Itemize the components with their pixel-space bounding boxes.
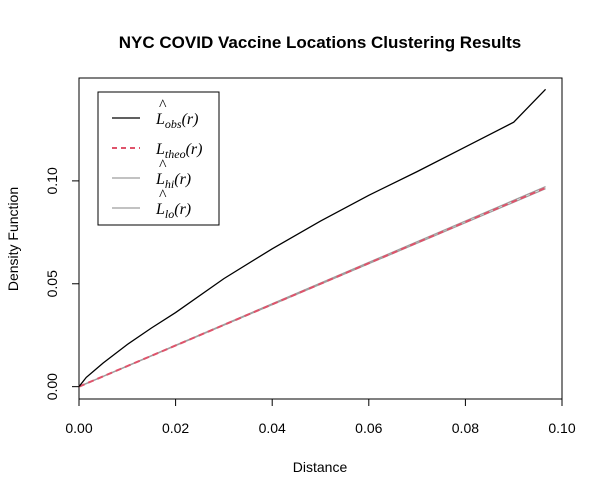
legend: Lobs(r)^Ltheo(r)Lhi(r)^Llo(r)^ — [97, 91, 220, 226]
y-tick-label: 0.10 — [44, 167, 60, 194]
x-axis: 0.00 0.02 0.04 0.06 0.08 0.10 — [65, 398, 576, 436]
y-axis-label: Density Function — [5, 187, 21, 291]
x-tick-label: 0.06 — [355, 420, 382, 436]
x-tick-label: 0.04 — [259, 420, 286, 436]
legend-box — [97, 91, 220, 226]
legend-hat: ^ — [159, 97, 167, 114]
x-tick-label: 0.02 — [162, 420, 189, 436]
legend-hat: ^ — [159, 187, 167, 204]
x-tick-label: 0.00 — [65, 420, 92, 436]
x-axis-label: Distance — [293, 459, 348, 475]
legend-label-hi: Lhi(r) — [155, 171, 191, 191]
series-layer — [78, 88, 547, 388]
x-tick-label: 0.08 — [452, 420, 479, 436]
chart-title: NYC COVID Vaccine Locations Clustering R… — [119, 33, 521, 52]
y-axis: 0.00 0.05 0.10 — [44, 167, 80, 400]
legend-label-obs: Lobs(r) — [155, 111, 198, 131]
series-line-theo — [78, 186, 546, 388]
legend-label-theo: Ltheo(r) — [155, 141, 202, 161]
y-tick-label: 0.00 — [44, 373, 60, 400]
series-line-obs — [78, 88, 547, 388]
legend-label-lo: Llo(r) — [155, 201, 191, 221]
y-tick-label: 0.05 — [44, 270, 60, 297]
legend-hat: ^ — [159, 157, 167, 174]
x-tick-label: 0.10 — [548, 420, 575, 436]
